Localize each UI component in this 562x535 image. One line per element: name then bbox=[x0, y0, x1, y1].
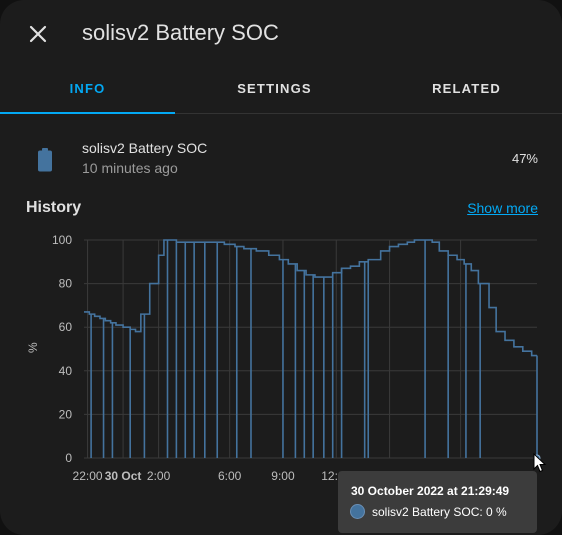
dialog-header: solisv2 Battery SOC bbox=[0, 0, 562, 66]
chart-tooltip: 30 October 2022 at 21:29:49 solisv2 Batt… bbox=[338, 471, 537, 533]
tooltip-label: solisv2 Battery SOC: 0 % bbox=[372, 505, 507, 519]
entity-last-changed: 10 minutes ago bbox=[82, 160, 178, 176]
entity-name: solisv2 Battery SOC bbox=[82, 140, 208, 156]
tab-bar: INFO SETTINGS RELATED bbox=[0, 66, 562, 114]
x-tick-label: 6:00 bbox=[218, 469, 242, 483]
close-icon bbox=[29, 25, 47, 43]
entity-state: 47% bbox=[511, 151, 538, 166]
y-tick-label: 60 bbox=[59, 320, 73, 334]
x-tick-label: 22:00 bbox=[73, 469, 103, 483]
x-tick-label: 2:00 bbox=[147, 469, 171, 483]
tab-related[interactable]: RELATED bbox=[432, 81, 501, 96]
chart-series bbox=[84, 239, 541, 462]
close-button[interactable] bbox=[22, 18, 54, 50]
tooltip-time: 30 October 2022 at 21:29:49 bbox=[351, 484, 510, 498]
y-axis-label: % bbox=[26, 342, 40, 353]
x-tick-label: 30 Oct bbox=[105, 469, 142, 483]
y-tick-label: 80 bbox=[59, 277, 73, 291]
y-axis: 0 20 40 60 80 100 bbox=[52, 233, 72, 465]
tab-info[interactable]: INFO bbox=[0, 66, 175, 114]
battery-icon bbox=[38, 148, 52, 172]
dialog-title: solisv2 Battery SOC bbox=[82, 20, 279, 45]
series-line bbox=[84, 239, 537, 357]
history-title: History bbox=[26, 199, 82, 216]
show-more-link[interactable]: Show more bbox=[467, 200, 538, 216]
x-tick-label: 9:00 bbox=[271, 469, 295, 483]
mouse-cursor-icon bbox=[533, 453, 547, 473]
y-tick-label: 40 bbox=[59, 364, 73, 378]
tooltip-series-swatch bbox=[350, 504, 365, 519]
y-tick-label: 100 bbox=[52, 233, 72, 247]
chart-grid bbox=[84, 239, 537, 459]
y-tick-label: 0 bbox=[65, 451, 72, 465]
tab-settings[interactable]: SETTINGS bbox=[237, 81, 312, 96]
y-tick-label: 20 bbox=[59, 407, 73, 421]
entity-row: solisv2 Battery SOC 10 minutes ago 47% bbox=[0, 130, 562, 186]
